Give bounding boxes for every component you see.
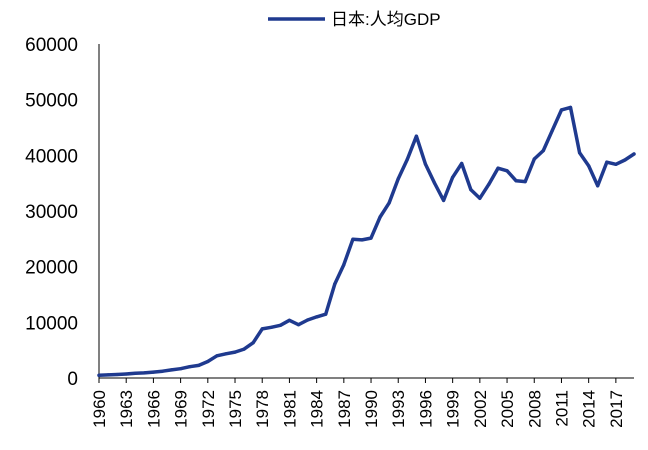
data-point: [568, 105, 573, 109]
y-tick-label: 0: [67, 369, 78, 390]
legend: 日本:人均GDP: [268, 10, 441, 29]
x-tick-label: 1963: [117, 390, 136, 428]
data-point: [442, 198, 446, 202]
y-tick-label: 60000: [25, 35, 78, 56]
data-point: [115, 372, 119, 377]
x-tick-label: 2017: [607, 390, 626, 428]
data-point: [487, 182, 491, 186]
y-tick-label: 20000: [25, 258, 78, 279]
data-point: [124, 372, 128, 376]
data-point: [432, 181, 437, 185]
x-tick-label: 1996: [416, 390, 435, 428]
data-point: [242, 347, 246, 351]
data-point: [287, 318, 291, 322]
data-point: [523, 180, 527, 184]
data-point: [360, 238, 364, 242]
x-tick-label: 2008: [525, 390, 544, 428]
plot-area: [97, 105, 636, 378]
data-point: [306, 318, 310, 322]
x-axis: 1960 1963 1966 1969 1972 1975 1978 1981 1984 1987…: [90, 377, 634, 428]
series-line-japan-gdp-per-capita: [97, 105, 636, 378]
data-point: [578, 151, 582, 155]
x-tick-label: 2005: [498, 390, 517, 428]
x-tick-label: 1966: [144, 390, 163, 428]
data-point: [106, 373, 110, 377]
y-tick-label: 30000: [25, 202, 78, 223]
data-point: [414, 134, 418, 138]
data-point: [587, 164, 591, 168]
data-point: [224, 352, 228, 356]
data-point: [296, 323, 301, 327]
data-point: [541, 149, 545, 153]
y-tick-label: 50000: [25, 91, 78, 112]
data-point: [478, 196, 482, 200]
data-point: [342, 263, 346, 267]
y-tick-label: 40000: [25, 146, 78, 167]
data-point: [160, 369, 165, 373]
x-tick-label: 2002: [471, 390, 490, 428]
data-point: [451, 175, 455, 179]
data-point: [269, 325, 273, 329]
x-tick-label: 1999: [444, 390, 463, 428]
legend-label: 日本:人均GDP: [331, 10, 441, 29]
x-tick-label: 1990: [362, 390, 381, 428]
data-point: [460, 161, 464, 166]
x-tick-label: 2014: [580, 390, 599, 428]
x-tick-label: 1987: [335, 390, 354, 428]
data-point: [278, 323, 282, 327]
data-point: [251, 341, 255, 345]
data-point: [324, 312, 328, 316]
data-point: [142, 371, 146, 375]
data-point: [197, 363, 201, 367]
data-point: [605, 160, 609, 164]
data-point: [179, 367, 183, 371]
data-point: [206, 359, 210, 364]
data-point: [351, 237, 355, 241]
data-point: [550, 128, 555, 132]
data-point: [632, 152, 636, 156]
x-tick-label: 2011: [552, 390, 571, 427]
data-point: [596, 184, 600, 188]
x-tick-label: 1978: [253, 390, 272, 428]
data-point: [169, 368, 174, 372]
y-tick-label: 10000: [25, 313, 78, 334]
data-point: [469, 188, 473, 192]
data-point: [387, 201, 391, 205]
data-point: [405, 157, 409, 161]
data-point: [623, 158, 627, 162]
data-point: [215, 354, 219, 358]
data-point: [532, 157, 536, 161]
x-tick-label: 1975: [226, 390, 245, 428]
data-point: [133, 371, 137, 375]
data-point: [378, 215, 382, 219]
data-point: [233, 350, 237, 354]
x-tick-label: 1969: [172, 390, 191, 428]
data-point: [151, 370, 155, 374]
y-axis: 0 10000 20000 30000 40000 50000 60000: [25, 35, 100, 390]
data-point: [396, 177, 400, 181]
x-tick-label: 1981: [280, 390, 299, 428]
data-point: [97, 373, 101, 377]
x-tick-label: 1960: [90, 390, 109, 428]
data-point: [559, 108, 564, 112]
data-point: [369, 236, 373, 240]
data-point: [423, 162, 427, 166]
data-point: [188, 365, 192, 369]
data-point: [315, 315, 319, 319]
x-tick-label: 1984: [308, 390, 327, 428]
data-point: [496, 166, 500, 170]
data-point: [505, 169, 509, 173]
data-point: [514, 179, 518, 183]
data-point: [333, 282, 337, 286]
x-tick-label: 1972: [199, 390, 218, 428]
data-point: [260, 327, 264, 331]
x-tick-label: 1993: [389, 390, 408, 428]
data-point: [614, 162, 618, 166]
